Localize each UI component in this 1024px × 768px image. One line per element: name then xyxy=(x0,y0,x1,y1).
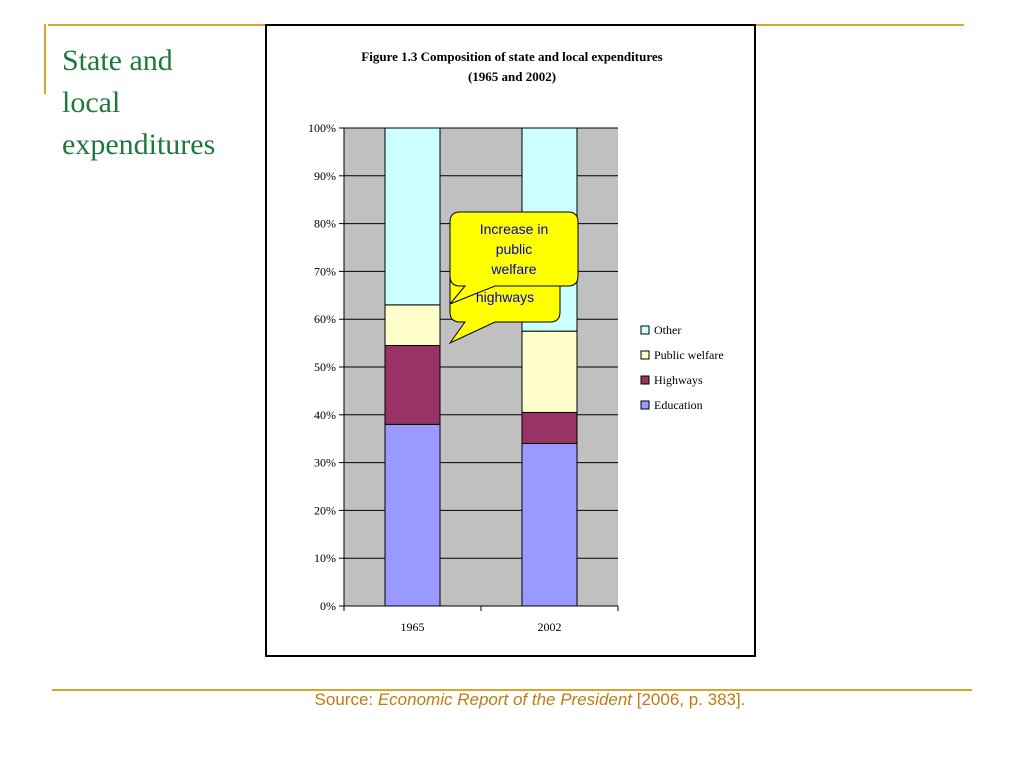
bar-segment-highways-2002 xyxy=(521,411,578,444)
x-tick-label: 1965 xyxy=(401,620,425,634)
legend-swatch xyxy=(640,325,650,335)
chart-title: Figure 1.3 Composition of state and loca… xyxy=(361,49,662,64)
callout-increase-public-welfare: Increase in public welfare xyxy=(449,211,579,305)
bar-segment-public-welfare-2002 xyxy=(521,330,578,413)
chart-subtitle: (1965 and 2002) xyxy=(468,69,556,84)
bar-segment-other-1965 xyxy=(384,127,441,306)
y-tick-label: 100% xyxy=(308,121,336,135)
bar-segment-public-welfare-1965 xyxy=(384,304,441,346)
y-tick-label: 80% xyxy=(314,217,336,231)
y-tick-label: 90% xyxy=(314,169,336,183)
left-accent-bar xyxy=(44,24,46,94)
legend-label: Education xyxy=(654,398,703,412)
bar-segment-education-2002 xyxy=(521,442,578,607)
legend-label: Other xyxy=(654,323,681,337)
legend-swatch xyxy=(640,375,650,385)
callout-increase-public-welfare-shape xyxy=(449,211,579,305)
y-tick-label: 40% xyxy=(314,408,336,422)
y-tick-label: 10% xyxy=(314,551,336,565)
y-tick-label: 20% xyxy=(314,503,336,517)
source-prefix: Source: xyxy=(314,690,378,709)
legend-swatch xyxy=(640,400,650,410)
source-publication: Economic Report of the President xyxy=(377,690,633,709)
legend-label: Highways xyxy=(654,373,703,387)
bar-segment-highways-1965 xyxy=(384,344,441,425)
y-tick-label: 60% xyxy=(314,312,336,326)
y-tick-label: 30% xyxy=(314,456,336,470)
source-citation: Source: Economic Report of the President… xyxy=(0,690,1024,710)
x-tick-label: 2002 xyxy=(538,620,562,634)
y-tick-label: 50% xyxy=(314,360,336,374)
y-tick-label: 70% xyxy=(314,264,336,278)
legend-swatch xyxy=(640,350,650,360)
slide-title: State and local expenditures xyxy=(62,44,216,161)
source-suffix: [2006, p. 383]. xyxy=(632,690,746,709)
y-tick-label: 0% xyxy=(320,599,336,613)
bottom-accent-line xyxy=(52,689,972,691)
chart-frame: Figure 1.3 Composition of state and loca… xyxy=(265,24,756,657)
legend-label: Public welfare xyxy=(654,348,724,362)
callout-increase-public-welfare-text: Increase in public welfare xyxy=(480,221,548,277)
stacked-bar-chart: Figure 1.3 Composition of state and loca… xyxy=(308,49,724,634)
bar-segment-education-1965 xyxy=(384,423,441,607)
